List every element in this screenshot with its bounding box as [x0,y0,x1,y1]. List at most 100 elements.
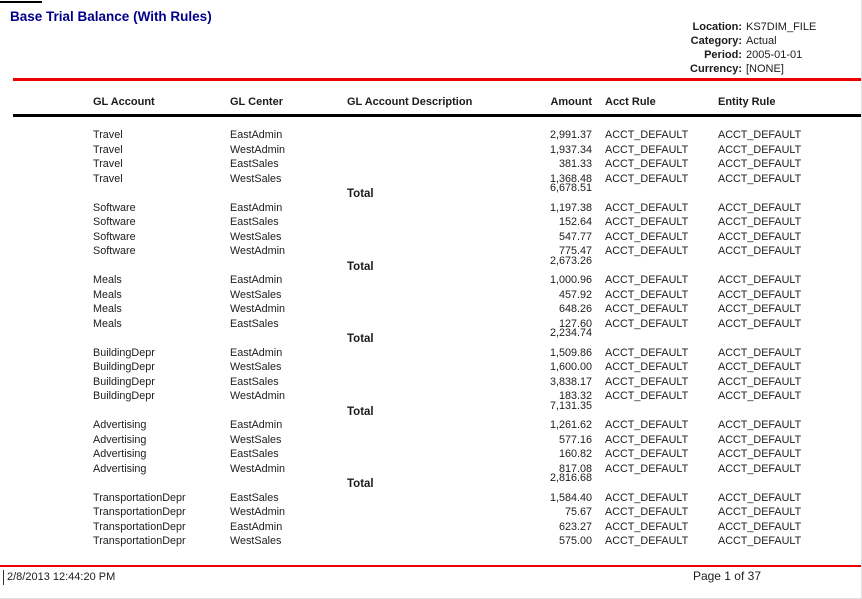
gap-cell [592,418,605,433]
entity-rule-cell: ACCT_DEFAULT [718,535,802,547]
entity-rule-cell: ACCT_DEFAULT [718,129,802,141]
gl-center-cell: WestAdmin [230,245,286,257]
entity-rule-cell: ACCT_DEFAULT [718,288,802,301]
gl-center-cell: WestAdmin [230,390,286,402]
gap-cell [592,230,605,245]
acct-rule-cell: ACCT_DEFAULT [605,448,689,460]
gl-center-cell: EastSales [230,448,279,460]
acct-rule-cell: ACCT_DEFAULT [605,520,689,533]
entity-rule-cell: ACCT_DEFAULT [718,448,802,460]
row-indent [0,288,93,303]
entity-rule-cell: ACCT_DEFAULT [718,216,802,228]
amount-cell: 577.16 [558,433,592,446]
gl-center-cell: WestAdmin [230,143,286,156]
total-row: Total 2,234.74 [0,327,861,346]
gl-account-cell: Travel [93,143,123,156]
gl-account-description-cell [347,462,497,477]
row-indent [0,534,93,549]
header-acct-rule: Acct Rule [605,96,656,108]
row-indent [0,476,93,491]
row-indent [0,360,93,375]
amount-cell: 775.47 [558,245,592,257]
gap-cell [592,462,605,477]
total-amount-cell: 6,678.51 [549,182,592,194]
table-row: BuildingDepr EastAdmin 1,509.86 ACCT_DEFAUL… [0,346,861,361]
entity-rule-cell: ACCT_DEFAULT [718,274,802,286]
gl-center-cell: WestSales [230,361,282,373]
total-row: Total 2,673.26 [0,255,861,274]
row-indent [0,331,93,346]
acct-rule-cell: ACCT_DEFAULT [605,491,689,504]
gl-account-cell: Meals [93,274,122,286]
gl-center-cell: WestSales [230,230,282,243]
gl-account-cell: Meals [93,288,122,301]
gl-account-description-cell [347,143,497,158]
acct-rule-cell [605,476,718,491]
gap-cell [592,404,605,419]
meta-category: Category: Actual [600,34,850,48]
amount-cell: 1,509.86 [549,346,592,359]
gap-cell [592,201,605,216]
meta-category-value: Actual [746,35,777,47]
amount-cell: 457.92 [558,288,592,301]
table-row: Advertising WestSales 577.16 ACCT_DEFAULT AC… [0,433,861,448]
gl-center-cell: WestSales [230,172,282,185]
gl-center-cell: EastAdmin [230,346,283,359]
acct-rule-cell: ACCT_DEFAULT [605,535,689,547]
footer-page-number: Page 1 of 37 [692,569,761,583]
total-row: Total 2,816.68 [0,472,861,491]
header-gl-account-description: GL Account Description [347,96,473,108]
row-indent [0,389,93,404]
gl-account-description-cell [347,505,497,520]
top-red-rule [13,78,861,81]
row-indent [0,375,93,390]
acct-rule-cell: ACCT_DEFAULT [605,375,689,388]
gap-cell [592,476,605,491]
total-label: Total [347,405,374,418]
table-row: Software EastAdmin 1,197.38 ACCT_DEFAULT ACC… [0,201,861,216]
acct-rule-cell [605,331,718,346]
acct-rule-cell [605,186,718,201]
gl-center-cell [230,186,347,201]
gl-center-cell: EastSales [230,375,279,388]
table-row: BuildingDepr WestAdmin 183.32 ACCT_DEFAULT A… [0,389,861,404]
gl-account-description-cell [347,317,497,332]
entity-rule-cell [718,186,861,201]
row-indent [0,346,93,361]
row-indent [0,433,93,448]
table-row: Meals WestSales 457.92 ACCT_DEFAULT ACCT_DEF… [0,288,861,303]
entity-rule-cell: ACCT_DEFAULT [718,433,802,446]
gl-account-cell: BuildingDepr [93,361,155,373]
gl-account-description-cell [347,128,497,143]
gl-account-description-cell [347,389,497,404]
total-row: Total 6,678.51 [0,182,861,201]
meta-category-label: Category: [690,35,742,47]
report-table-body: Travel EastAdmin 2,991.37 ACCT_DEFAULT ACCT_… [0,128,861,549]
gl-center-cell: WestAdmin [230,506,286,518]
header-indent [0,94,93,110]
entity-rule-cell: ACCT_DEFAULT [718,361,802,373]
gap-cell [592,520,605,535]
gap-cell [592,491,605,506]
gl-account-cell: Software [93,230,136,243]
gl-account-description-cell [347,346,497,361]
header-gap [592,94,605,110]
gap-cell [592,259,605,274]
gl-account-description-cell [347,244,497,259]
entity-rule-cell: ACCT_DEFAULT [718,491,802,504]
gl-account-cell: Meals [93,317,122,330]
gl-account-cell [93,404,230,419]
gl-account-description-cell [347,418,497,433]
header-gl-account: GL Account [93,96,155,108]
entity-rule-cell: ACCT_DEFAULT [718,143,802,156]
row-indent [0,259,93,274]
gap-cell [592,360,605,375]
gl-account-description-cell [347,360,497,375]
gl-center-cell: EastAdmin [230,520,283,533]
row-indent [0,215,93,230]
total-amount-cell: 7,131.35 [549,399,592,412]
entity-rule-cell: ACCT_DEFAULT [718,317,802,330]
total-label: Total [347,260,374,273]
gl-account-cell: Travel [93,172,123,185]
